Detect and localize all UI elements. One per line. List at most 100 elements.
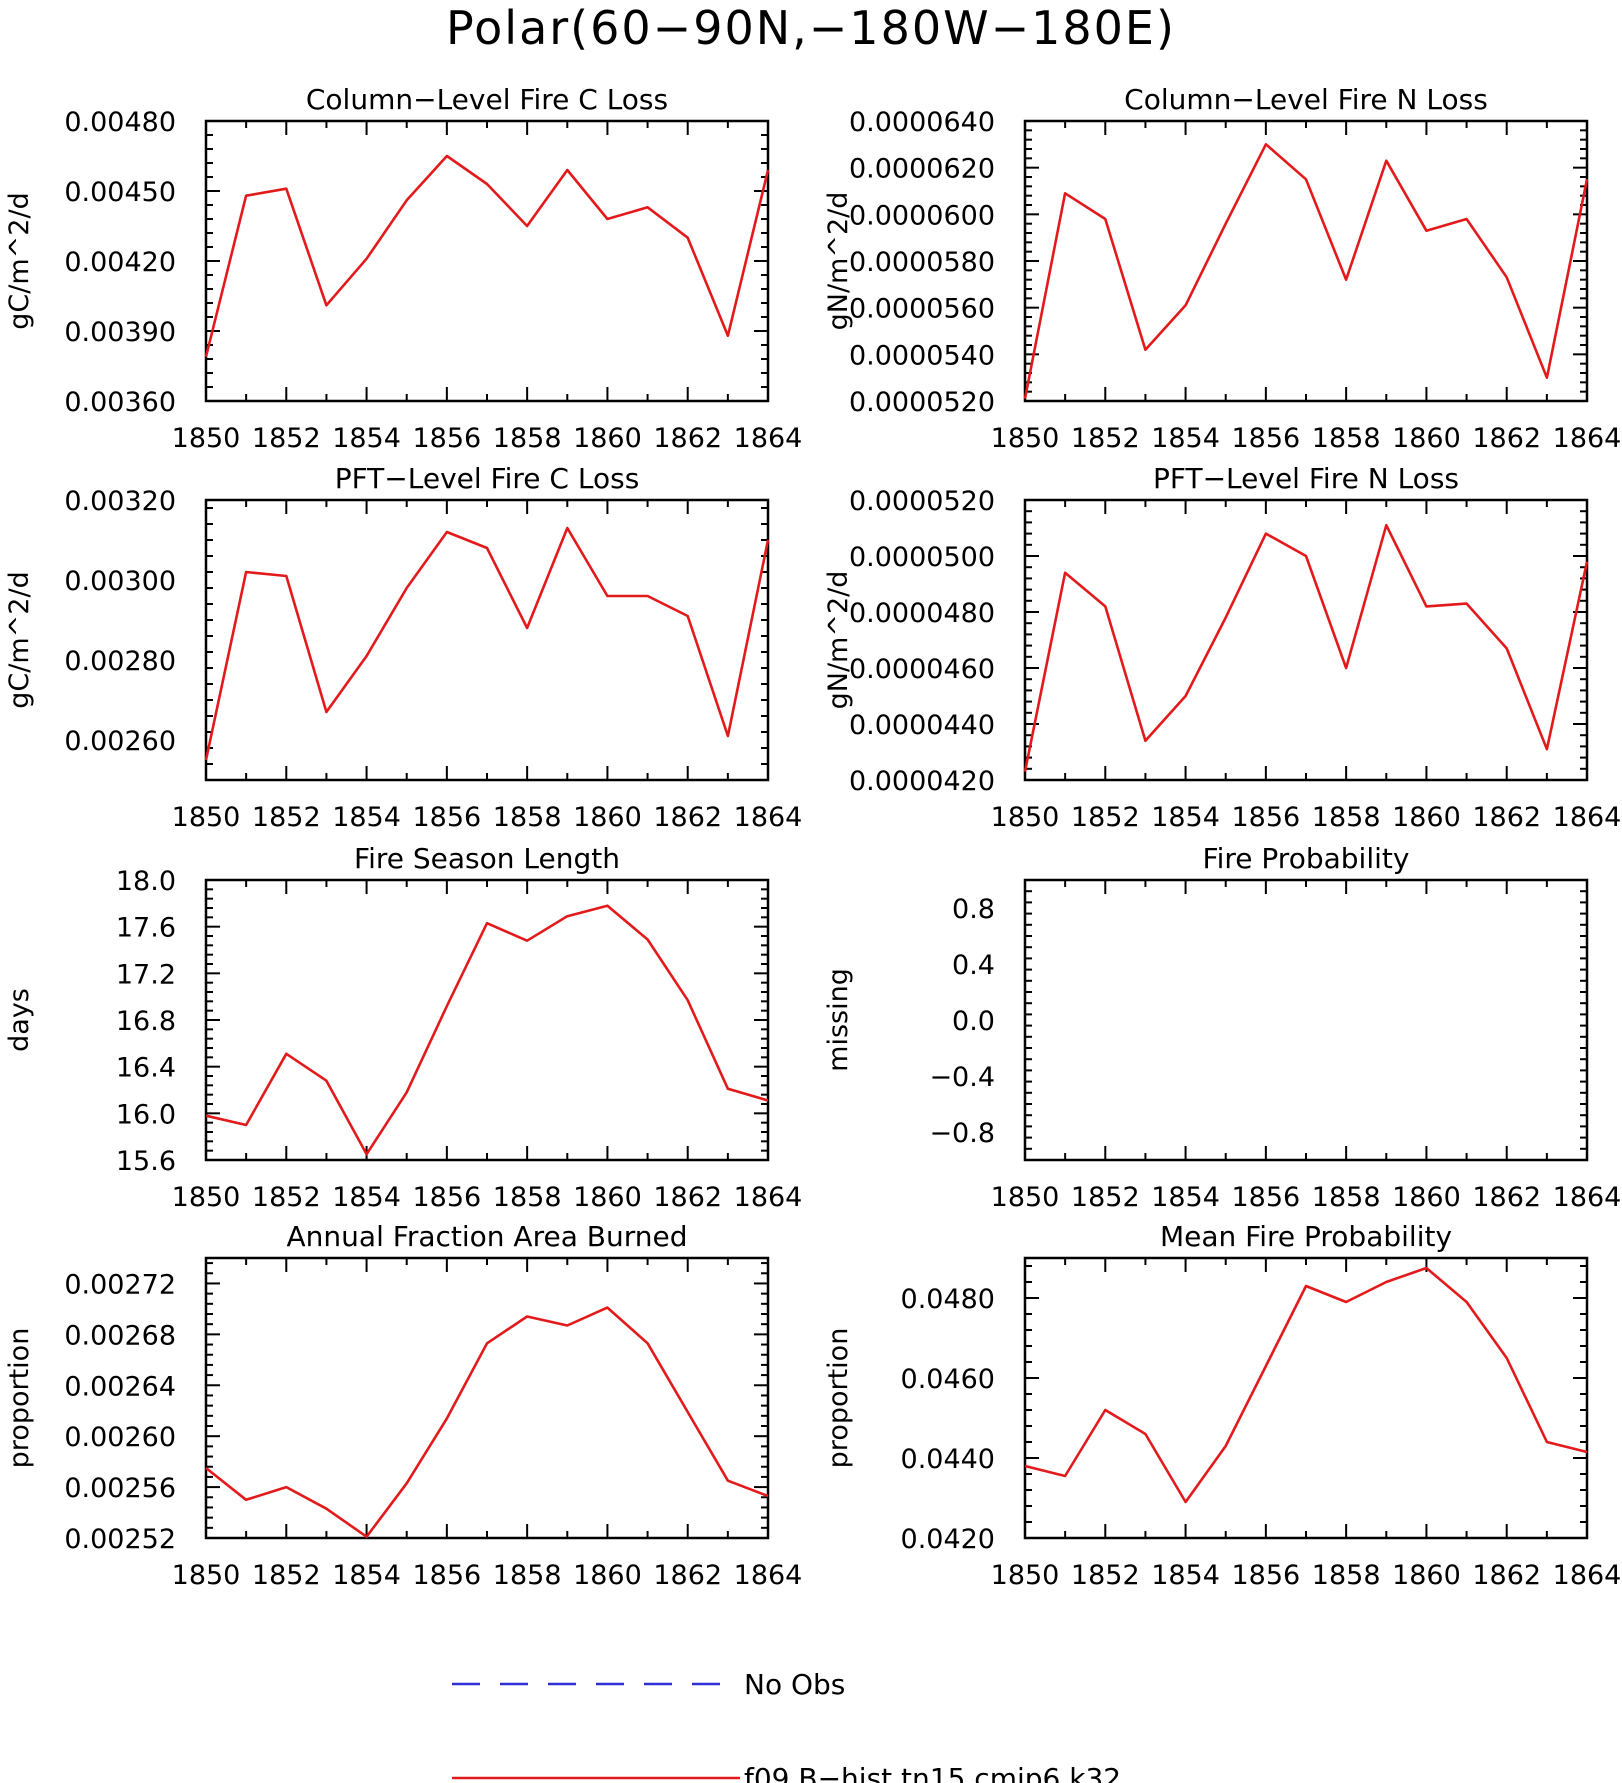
x-tick-label: 1862 [653, 1560, 722, 1591]
legend-label-1: No Obs [744, 1668, 845, 1701]
x-tick-label: 1858 [493, 1560, 562, 1591]
plot-frame [204, 119, 770, 403]
x-tick-label: 1850 [991, 423, 1060, 454]
x-tick-label: 1864 [734, 423, 803, 454]
x-tick-label: 1850 [991, 1182, 1060, 1213]
x-tick-label: 1852 [252, 1182, 321, 1213]
x-tick-label: 1862 [1472, 1182, 1541, 1213]
y-tick-label: 0.0000440 [849, 710, 995, 741]
plot-frame [1023, 1256, 1589, 1540]
x-tick-label: 1858 [493, 802, 562, 833]
panel-title: PFT−Level Fire N Loss [1153, 462, 1459, 495]
x-tick-label: 1858 [1312, 423, 1381, 454]
panel-title: Mean Fire Probability [1160, 1220, 1452, 1253]
x-tick-label: 1852 [1071, 423, 1140, 454]
x-tick-label: 1860 [1392, 802, 1461, 833]
x-tick-label: 1860 [1392, 1182, 1461, 1213]
data-line-series-1 [205, 1306, 769, 1538]
y-tick-label: 0.0000460 [849, 654, 995, 685]
y-tick-label: 18.0 [116, 866, 176, 897]
panel-title: Annual Fraction Area Burned [287, 1220, 688, 1253]
x-tick-label: 1862 [1472, 423, 1541, 454]
y-tick-label: 0.00280 [64, 646, 176, 677]
data-line-series-1 [1023, 523, 1589, 772]
data-line-series-1 [204, 526, 770, 761]
x-tick-label: 1852 [1071, 1560, 1140, 1591]
y-axis-label: gN/m^2/d [823, 192, 854, 331]
y-tick-label: 0.00260 [64, 726, 176, 757]
x-tick-label: 1852 [252, 802, 321, 833]
x-tick-label: 1858 [1312, 1182, 1381, 1213]
y-tick-label: 0.00450 [64, 177, 176, 208]
y-axis-label: days [4, 988, 35, 1052]
x-tick-label: 1854 [332, 802, 401, 833]
x-tick-label: 1856 [412, 423, 481, 454]
x-tick-label: 1854 [1151, 802, 1220, 833]
x-tick-label: 1854 [332, 1560, 401, 1591]
x-tick-label: 1864 [1553, 802, 1622, 833]
x-tick-label: 1852 [252, 1560, 321, 1591]
y-tick-label: 0.8 [952, 894, 995, 925]
y-tick-label: −0.8 [929, 1118, 995, 1149]
x-tick-label: 1864 [1553, 1560, 1622, 1591]
y-tick-label: 0.0480 [901, 1284, 995, 1315]
y-tick-label: 16.4 [116, 1053, 176, 1084]
x-tick-label: 1854 [1151, 1182, 1220, 1213]
y-tick-label: 16.8 [116, 1006, 176, 1037]
y-tick-label: 0.00390 [64, 317, 176, 348]
x-tick-label: 1860 [573, 802, 642, 833]
x-tick-label: 1858 [1312, 802, 1381, 833]
y-tick-label: 0.0000420 [849, 766, 995, 797]
x-tick-label: 1856 [1231, 802, 1300, 833]
y-axis-label: missing [823, 968, 854, 1072]
x-tick-label: 1856 [1231, 423, 1300, 454]
y-tick-label: 0.00252 [64, 1524, 176, 1555]
y-tick-label: 0.4 [952, 950, 995, 981]
x-tick-label: 1852 [1071, 1182, 1140, 1213]
y-tick-label: 0.0000580 [849, 247, 995, 278]
chart-panel-7: Annual Fraction Area Burned proportion 185… [4, 1220, 802, 1591]
chart-panel-5: Fire Season Length days 1850 1852 1854 1856 18… [4, 842, 802, 1213]
legend: No Obs f09.B−hist.tn15.cmip6.k32 [452, 1668, 1121, 1783]
y-tick-label: −0.4 [929, 1062, 995, 1093]
data-line-series-1 [204, 154, 770, 358]
y-tick-label: 0.0000480 [849, 598, 995, 629]
panels: Column−Level Fire C Loss gC/m^2/d 1850 1852… [4, 83, 1621, 1591]
y-tick-label: 0.00480 [64, 107, 176, 138]
y-tick-label: 0.0420 [901, 1524, 995, 1555]
x-tick-label: 1858 [493, 1182, 562, 1213]
y-tick-label: 0.0000500 [849, 542, 995, 573]
x-tick-label: 1850 [172, 1182, 241, 1213]
x-tick-label: 1864 [734, 802, 803, 833]
plot-frame [1023, 878, 1589, 1162]
x-tick-label: 1860 [573, 1560, 642, 1591]
y-tick-label: 0.00320 [64, 486, 176, 517]
y-tick-label: 0.0000520 [849, 387, 995, 418]
plot-frame [204, 1256, 770, 1540]
y-tick-label: 0.0000620 [849, 154, 995, 185]
y-tick-label: 0.00300 [64, 566, 176, 597]
x-tick-label: 1850 [172, 423, 241, 454]
data-line-series-1 [1023, 143, 1589, 399]
y-tick-label: 0.0000560 [849, 294, 995, 325]
x-tick-label: 1850 [172, 1560, 241, 1591]
y-tick-label: 0.00420 [64, 247, 176, 278]
y-tick-label: 0.00260 [64, 1422, 176, 1453]
panel-title: PFT−Level Fire C Loss [335, 462, 640, 495]
data-line-series-1 [205, 904, 769, 1156]
panel-title: Fire Probability [1203, 842, 1410, 875]
x-tick-label: 1860 [1392, 423, 1461, 454]
y-tick-label: 0.00256 [64, 1473, 176, 1504]
x-tick-label: 1854 [332, 1182, 401, 1213]
y-tick-label: 0.0460 [901, 1364, 995, 1395]
x-tick-label: 1856 [412, 1560, 481, 1591]
x-tick-label: 1864 [1553, 1182, 1622, 1213]
y-tick-label: 0.0000640 [849, 107, 995, 138]
x-tick-label: 1862 [653, 423, 722, 454]
x-tick-label: 1858 [493, 423, 562, 454]
x-tick-label: 1860 [573, 1182, 642, 1213]
x-tick-label: 1856 [412, 1182, 481, 1213]
y-tick-label: 16.0 [116, 1099, 176, 1130]
y-tick-label: 0.00264 [64, 1371, 176, 1402]
legend-label-2: f09.B−hist.tn15.cmip6.k32 [744, 1762, 1121, 1783]
